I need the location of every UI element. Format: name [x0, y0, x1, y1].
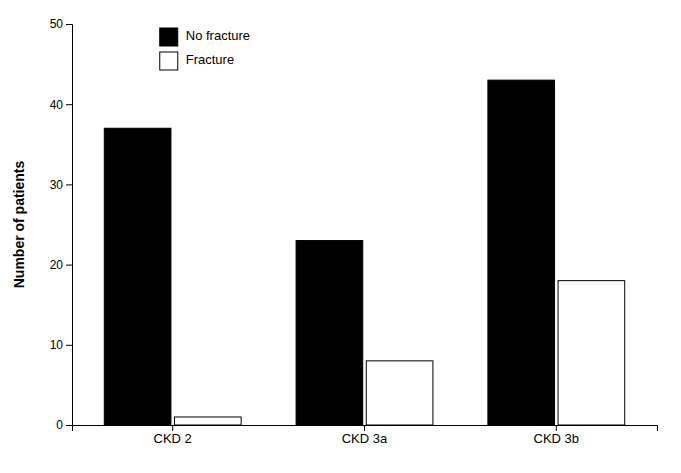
y-tick: 10 — [50, 338, 72, 352]
y-tick-mark — [66, 265, 72, 266]
legend-label: Fracture — [186, 52, 234, 67]
x-tick: CKD 3a — [342, 425, 388, 446]
y-tick-label: 10 — [50, 338, 64, 352]
y-tick-label: 30 — [50, 178, 64, 192]
y-tick: 50 — [50, 17, 72, 31]
legend-item: Fracture — [160, 52, 234, 70]
bar — [104, 128, 171, 425]
legend-swatch — [160, 28, 178, 46]
y-tick: 30 — [50, 178, 72, 192]
y-tick-mark — [66, 425, 72, 426]
y-axis: 0 10 20 30 40 50 — [50, 17, 73, 432]
y-tick-mark — [66, 24, 72, 25]
bar — [296, 241, 363, 425]
bars — [104, 80, 624, 425]
x-axis-line — [73, 426, 658, 432]
y-tick-mark — [66, 345, 72, 346]
bar — [558, 281, 625, 425]
legend-swatch — [160, 52, 178, 70]
y-tick-label: 40 — [50, 98, 64, 112]
y-tick: 40 — [50, 98, 72, 112]
y-tick: 0 — [56, 418, 72, 432]
y-tick-label: 50 — [50, 17, 64, 31]
x-axis: CKD 2 CKD 3a CKD 3b — [73, 425, 658, 446]
x-tick-mark — [172, 425, 173, 431]
x-tick-label: CKD 2 — [154, 431, 192, 446]
plot: 0 10 20 30 40 50 CKD 2 CKD 3a CKD 3b No fracture F… — [50, 17, 658, 446]
y-tick-label: 20 — [50, 258, 64, 272]
chart: 0 10 20 30 40 50 CKD 2 CKD 3a CKD 3b No fracture F… — [0, 0, 681, 473]
bar — [366, 361, 433, 425]
bar — [488, 80, 555, 425]
bar — [174, 417, 241, 425]
x-tick-mark — [364, 425, 365, 431]
y-tick-mark — [66, 184, 72, 185]
y-axis-line — [66, 25, 73, 426]
legend-item: No fracture — [160, 28, 250, 46]
x-tick: CKD 2 — [154, 425, 192, 446]
x-tick-label: CKD 3a — [342, 431, 388, 446]
y-axis-title: Number of patients — [11, 161, 27, 289]
legend-label: No fracture — [186, 28, 250, 43]
y-tick-label: 0 — [56, 418, 63, 432]
y-tick-mark — [66, 104, 72, 105]
x-tick: CKD 3b — [534, 425, 580, 446]
x-tick-mark — [556, 425, 557, 431]
y-tick: 20 — [50, 258, 72, 272]
legend: No fracture Fracture — [160, 28, 250, 70]
x-tick-label: CKD 3b — [534, 431, 580, 446]
